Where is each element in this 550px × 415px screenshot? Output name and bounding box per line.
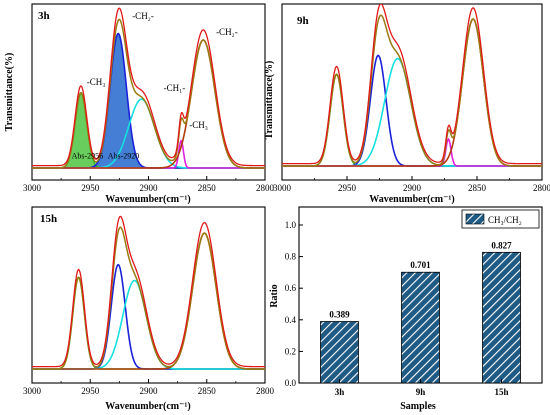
y-tick-label: 1.0 [285, 220, 297, 230]
x-axis-label: Wavenumber(cm⁻¹) [105, 401, 190, 412]
panel-label: 9h [297, 15, 309, 27]
peak-annotation: -CH₂- [216, 27, 238, 37]
x-tick-label: 2800 [256, 386, 275, 396]
panel-15h: 3000 2950 2900 2850 2800 15h Wavenumber(cm⁻¹… [23, 206, 275, 412]
x-tick-label: 15h [494, 387, 508, 397]
x-tick-label: 3000 [273, 183, 292, 193]
x-tick-label: 2850 [198, 386, 217, 396]
x-tick-label: 3000 [23, 386, 42, 396]
x-tick-label: 2950 [81, 386, 100, 396]
sum-curve [32, 18, 265, 169]
legend: CH₃/CH₂ [461, 209, 540, 229]
panel-3h: 3000 2950 2900 2850 2800 -CH₃ -CH₂- -CH₁- -CH₃ -… [4, 3, 275, 205]
plot-frame [281, 3, 543, 181]
bar-9h [401, 271, 440, 384]
peak-annotation: -CH₂- [132, 11, 154, 21]
peak-curve-0 [282, 73, 542, 167]
peak-curve-4 [282, 18, 542, 167]
x-axis-label: Samples [400, 401, 436, 412]
x-tick-label: 3000 [23, 183, 42, 193]
measured-envelope-curve [32, 215, 265, 368]
x-tick-label: 9h [416, 387, 426, 397]
y-tick-label: 0.0 [285, 378, 297, 388]
peak-annotation: Abs-2920 [108, 151, 140, 160]
bar-value-label: 0.827 [491, 240, 512, 250]
x-tick-label: 2900 [140, 386, 159, 396]
x-axis-label: Wavenumber(cm⁻¹) [369, 194, 454, 205]
y-tick-label: 0.4 [285, 315, 297, 325]
peak-curve-2 [282, 57, 542, 167]
sum-curve [282, 14, 542, 167]
legend-swatch [465, 213, 485, 225]
x-tick-label: 2800 [533, 183, 550, 193]
peak-annotation: -CH₃ [189, 120, 208, 130]
panel-ratio-bar: 0.0 0.2 0.4 0.6 0.8 1.0 0.389 3h 0.701 9h 0.827 15… [269, 206, 543, 412]
panel-label: 15h [40, 213, 57, 225]
panel-label: 3h [38, 10, 50, 22]
y-axis-label: Transmittance(%) [264, 61, 275, 140]
peak-annotation: Abs-2956 [72, 151, 104, 160]
y-tick-label: 0.2 [285, 346, 296, 356]
x-tick-label: 2850 [468, 183, 487, 193]
peak-annotation: -CH₃ [87, 77, 106, 87]
x-tick-label: 2950 [81, 183, 100, 193]
measured-envelope-curve [282, 4, 542, 165]
peak-fill-1 [92, 33, 145, 168]
y-axis-label: Transmittance(%) [4, 53, 15, 132]
y-axis-label: Ratio [269, 284, 280, 307]
y-tick-label: 0.6 [285, 283, 297, 293]
panel-9h: 3000 2950 2900 2850 2800 9h Transmittance(%)… [264, 3, 550, 205]
x-axis-label: Wavenumber(cm⁻¹) [105, 194, 190, 205]
bar-15h [482, 251, 521, 384]
measured-envelope-curve [32, 7, 265, 167]
bar-value-label: 0.701 [410, 260, 431, 270]
bar-value-label: 0.389 [329, 310, 350, 320]
x-tick-label: 3h [335, 387, 345, 397]
legend-label: CH₃/CH₂ [488, 215, 522, 225]
peak-annotation: -CH₁- [164, 83, 186, 93]
x-tick-label: 2950 [338, 183, 357, 193]
x-tick-label: 2800 [256, 183, 275, 193]
x-tick-label: 2900 [403, 183, 422, 193]
x-tick-label: 2900 [140, 183, 159, 193]
bar-3h [320, 321, 359, 384]
y-tick-label: 0.8 [285, 252, 297, 262]
x-tick-label: 2850 [198, 183, 217, 193]
peak-curve-3 [32, 232, 265, 370]
sum-curve [32, 226, 265, 370]
